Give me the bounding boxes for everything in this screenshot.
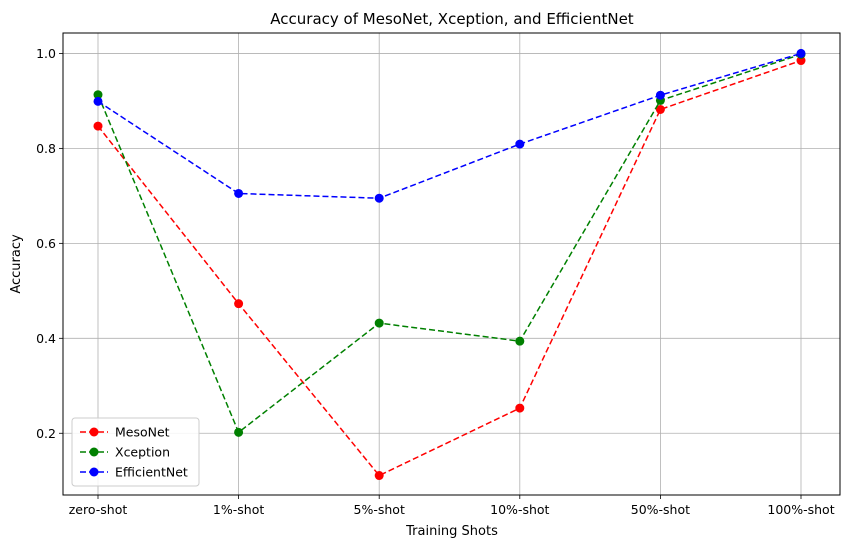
data-point-xception <box>374 318 384 328</box>
legend-marker-efficientnet <box>89 467 99 477</box>
legend-label-mesonet: MesoNet <box>115 425 170 440</box>
legend-marker-xception <box>89 447 99 457</box>
x-tick-label: 50%-shot <box>631 502 690 517</box>
data-point-mesonet <box>796 56 806 66</box>
x-tick-label: 1%-shot <box>213 502 264 517</box>
data-point-efficientnet <box>374 193 384 203</box>
data-point-mesonet <box>374 471 384 481</box>
data-point-efficientnet <box>796 48 806 58</box>
y-axis-label: Accuracy <box>9 234 24 294</box>
data-point-mesonet <box>515 403 525 413</box>
x-tick-label: 100%-shot <box>767 502 834 517</box>
series-mesonet <box>93 56 806 481</box>
series-line-mesonet <box>97 59 802 477</box>
data-point-efficientnet <box>655 90 665 100</box>
data-point-efficientnet <box>93 96 103 106</box>
x-tick-label: 5%-shot <box>354 502 405 517</box>
legend-label-xception: Xception <box>115 445 170 460</box>
y-tick-label: 0.2 <box>36 426 56 441</box>
series-line-xception <box>97 53 802 434</box>
legend-label-efficientnet: EfficientNet <box>115 465 188 480</box>
data-point-xception <box>93 90 103 100</box>
y-tick-label: 0.6 <box>36 236 56 251</box>
chart-title: Accuracy of MesoNet, Xception, and Effic… <box>270 10 633 28</box>
series-efficientnet <box>93 48 806 203</box>
data-point-xception <box>515 336 525 346</box>
data-point-mesonet <box>234 299 244 309</box>
x-tick-label: zero-shot <box>69 502 128 517</box>
series-layer <box>93 48 806 481</box>
data-point-mesonet <box>93 121 103 131</box>
series-line-efficientnet <box>97 52 802 199</box>
legend: MesoNet Xception EfficientNet <box>71 417 200 487</box>
y-tick-label: 1.0 <box>36 46 56 61</box>
y-axis: 0.2 0.4 0.6 0.8 1.0 <box>36 46 63 441</box>
x-tick-label: 10%-shot <box>490 502 549 517</box>
plot-frame <box>62 32 841 496</box>
legend-box <box>71 417 200 487</box>
data-point-mesonet <box>655 104 665 114</box>
y-tick-label: 0.4 <box>36 331 56 346</box>
data-point-efficientnet <box>515 139 525 149</box>
x-axis-label: Training Shots <box>405 524 498 539</box>
y-tick-label: 0.8 <box>36 141 56 156</box>
data-point-xception <box>234 427 244 437</box>
x-axis: zero-shot 1%-shot 5%-shot 10%-shot 50%-shot 1… <box>69 495 835 517</box>
legend-marker-mesonet <box>89 427 99 437</box>
data-point-efficientnet <box>234 188 244 198</box>
